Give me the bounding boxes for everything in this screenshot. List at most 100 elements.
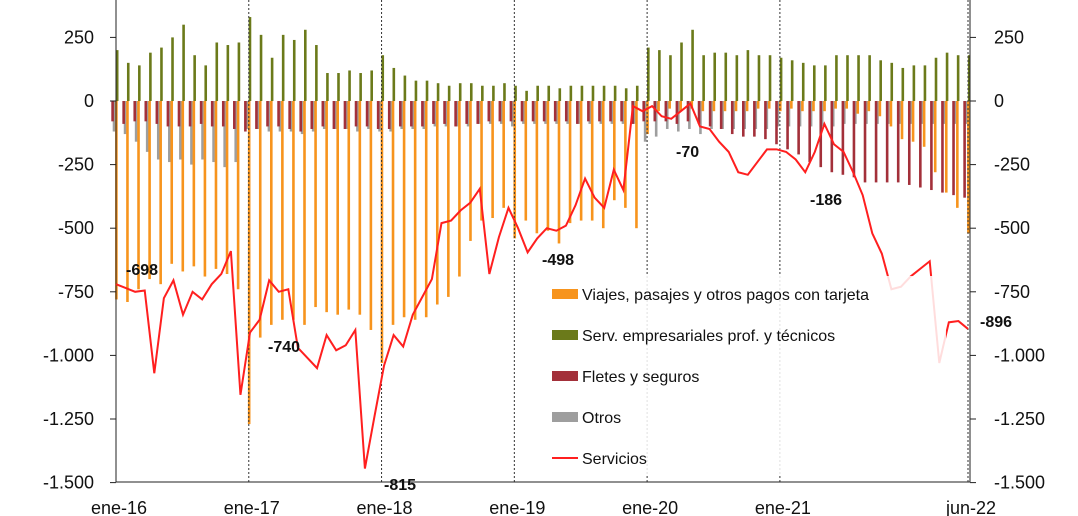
fletes-bar	[144, 101, 148, 122]
serv-bar	[635, 85, 639, 101]
viajes-bar	[258, 101, 262, 338]
viajes-bar	[701, 101, 705, 112]
otros-bar	[654, 101, 658, 137]
serv-bar	[724, 52, 728, 101]
fletes-bar	[354, 101, 358, 127]
viajes-bar	[668, 101, 671, 109]
otros-bar	[444, 101, 448, 127]
fletes-bar	[708, 101, 712, 127]
otros-bar	[876, 101, 879, 124]
otros-bar	[511, 101, 514, 127]
annotation-label: -698	[126, 262, 158, 279]
fletes-bar	[753, 101, 756, 137]
viajes-bar	[424, 101, 428, 318]
otros-bar	[400, 101, 403, 129]
annotation-label: -740	[268, 339, 300, 356]
viajes-bar	[524, 101, 528, 221]
viajes-bar	[435, 101, 439, 305]
fletes-bar	[476, 101, 480, 124]
viajes-bar	[967, 101, 970, 234]
fletes-bar	[576, 101, 579, 124]
otros-bar	[920, 101, 924, 124]
viajes-bar	[126, 101, 129, 302]
otros-bar	[754, 101, 758, 129]
serv-bar	[547, 85, 551, 101]
otros-bar	[522, 101, 525, 124]
fletes-bar	[564, 101, 568, 122]
otros-bar	[190, 101, 193, 165]
viajes-bar	[546, 101, 550, 231]
otros-bar	[909, 101, 912, 124]
otros-bar	[411, 101, 415, 129]
fletes-bar	[697, 101, 701, 124]
otros-bar	[953, 101, 957, 124]
serv-bar	[171, 37, 174, 101]
otros-bar	[201, 101, 204, 160]
annotation-label: -498	[542, 252, 574, 269]
viajes-bar	[303, 101, 306, 325]
fletes-bar	[907, 101, 911, 185]
serv-bar	[425, 80, 429, 101]
serv-bar	[824, 65, 827, 101]
otros-bar	[466, 101, 470, 127]
serv-bar	[956, 55, 960, 101]
serv-bar	[392, 67, 396, 101]
otros-bar	[378, 101, 381, 132]
serv-bar	[259, 34, 263, 101]
otros-bar	[223, 101, 226, 168]
fletes-bar	[277, 101, 280, 127]
serv-bar	[857, 55, 860, 101]
otros-bar	[842, 101, 846, 124]
serv-bar	[348, 70, 351, 101]
otros-bar	[743, 101, 746, 129]
fletes-bar	[255, 101, 258, 129]
viajes-bar	[878, 101, 882, 117]
fletes-bars	[111, 101, 966, 198]
viajes-bar	[601, 101, 605, 229]
serv-bar	[835, 55, 838, 101]
fletes-bar	[553, 101, 557, 122]
y-tick-label-right: -1.500	[994, 473, 1045, 493]
viajes-bar	[391, 101, 395, 325]
fletes-bar	[719, 101, 723, 129]
viajes-bar	[480, 101, 483, 221]
viajes-bar	[579, 101, 583, 221]
otros-bar	[566, 101, 569, 124]
fletes-bar	[177, 101, 181, 127]
otros-bar	[123, 101, 127, 135]
serv-bar	[115, 50, 119, 101]
y-tick-label-right: -750	[994, 282, 1030, 302]
fletes-bar	[742, 101, 745, 137]
serv-bar	[237, 42, 241, 101]
fletes-bar	[653, 101, 657, 122]
serv-bar	[414, 80, 418, 101]
x-tick-label: jun-22	[945, 498, 996, 516]
serv-bar	[812, 65, 816, 101]
serv-bar	[846, 55, 849, 101]
y-tick-label: -750	[58, 282, 94, 302]
viajes-bar	[447, 101, 450, 297]
otros-bar	[499, 101, 503, 124]
fletes-bar	[852, 101, 856, 178]
viajes-bar	[413, 101, 417, 320]
otros-bar	[322, 101, 326, 129]
viajes-bar	[369, 101, 373, 330]
legend-swatch	[552, 412, 578, 422]
fletes-bar	[210, 101, 214, 127]
x-tick-label: ene-17	[224, 498, 280, 516]
serv-bar	[270, 57, 274, 101]
fletes-bar	[885, 101, 889, 183]
legend-swatch	[552, 330, 578, 340]
serv-bar	[934, 57, 938, 101]
otros-bar	[134, 101, 138, 142]
serv-bar	[292, 39, 296, 101]
otros-bar	[278, 101, 282, 132]
legend-swatch	[552, 289, 578, 299]
fletes-bar	[421, 101, 424, 127]
fletes-bar	[310, 101, 314, 129]
otros-bar	[168, 101, 171, 163]
otros-bar	[588, 101, 592, 124]
serv-bar	[868, 55, 871, 101]
serv-bars	[115, 17, 971, 101]
